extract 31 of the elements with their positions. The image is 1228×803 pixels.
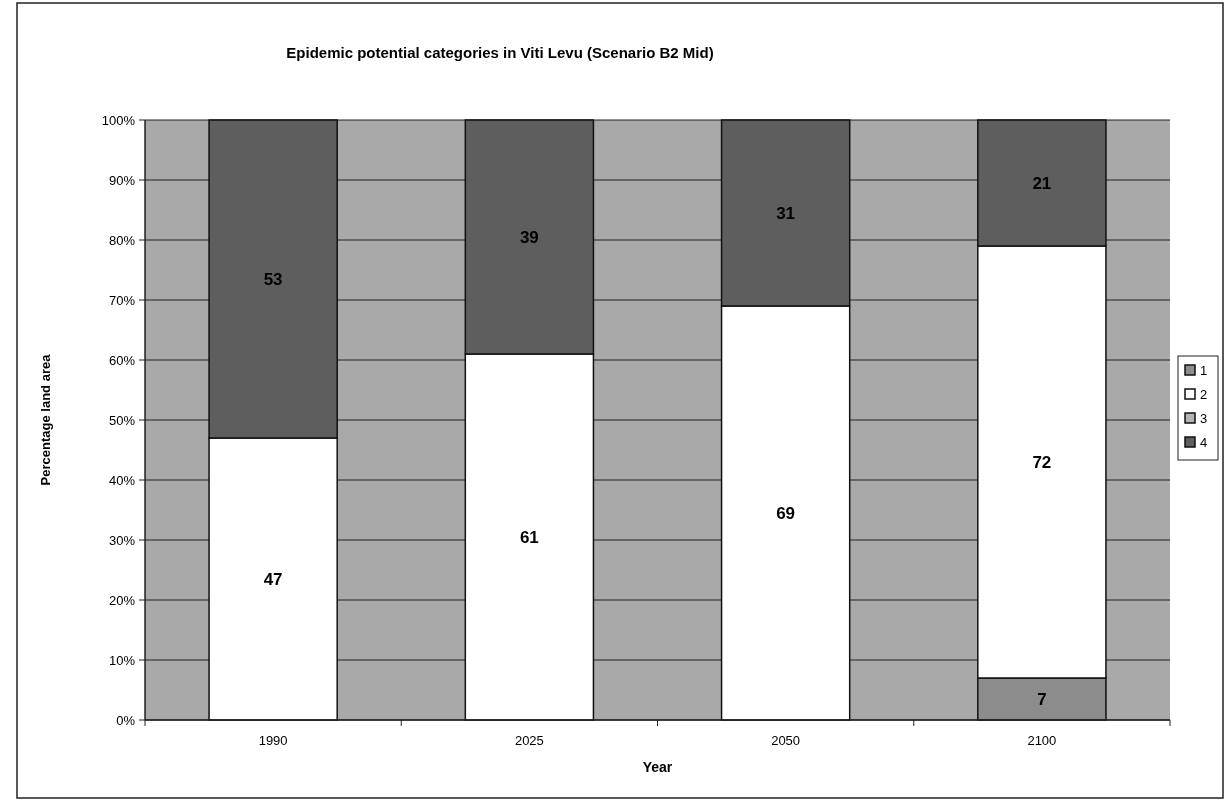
- chart-title: Epidemic potential categories in Viti Levu (Scenario B2 Mid): [286, 44, 714, 61]
- data-label: 61: [519, 527, 539, 547]
- x-axis-title: Year: [642, 759, 673, 775]
- data-label: 72: [1032, 452, 1052, 472]
- y-tick-label: 20%: [108, 592, 136, 608]
- x-tick-label: 2025: [514, 733, 544, 748]
- y-tick-label: 0%: [116, 712, 136, 728]
- y-tick-label: 100%: [101, 112, 136, 128]
- x-tick-label: 2100: [1027, 733, 1057, 748]
- y-axis-title: Percentage land area: [38, 353, 53, 486]
- legend-label: 4: [1200, 434, 1208, 450]
- y-tick-label: 60%: [108, 352, 136, 368]
- y-tick-label: 30%: [108, 532, 136, 548]
- data-label: 7: [1037, 689, 1047, 709]
- data-label: 39: [519, 227, 539, 247]
- legend-label: 3: [1200, 410, 1208, 426]
- x-tick-label: 2050: [771, 733, 801, 748]
- data-label: 47: [263, 569, 283, 589]
- data-label: 31: [776, 203, 796, 223]
- data-label: 21: [1032, 173, 1052, 193]
- y-tick-label: 70%: [108, 292, 136, 308]
- data-label: 69: [776, 503, 796, 523]
- y-tick-label: 50%: [108, 412, 136, 428]
- y-tick-label: 40%: [108, 472, 136, 488]
- legend-label: 1: [1200, 362, 1208, 378]
- legend-label: 2: [1200, 386, 1208, 402]
- y-tick-label: 90%: [108, 172, 136, 188]
- y-tick-label: 80%: [108, 232, 136, 248]
- y-tick-label: 10%: [108, 652, 136, 668]
- x-tick-label: 1990: [258, 733, 288, 748]
- data-label: 53: [263, 269, 283, 289]
